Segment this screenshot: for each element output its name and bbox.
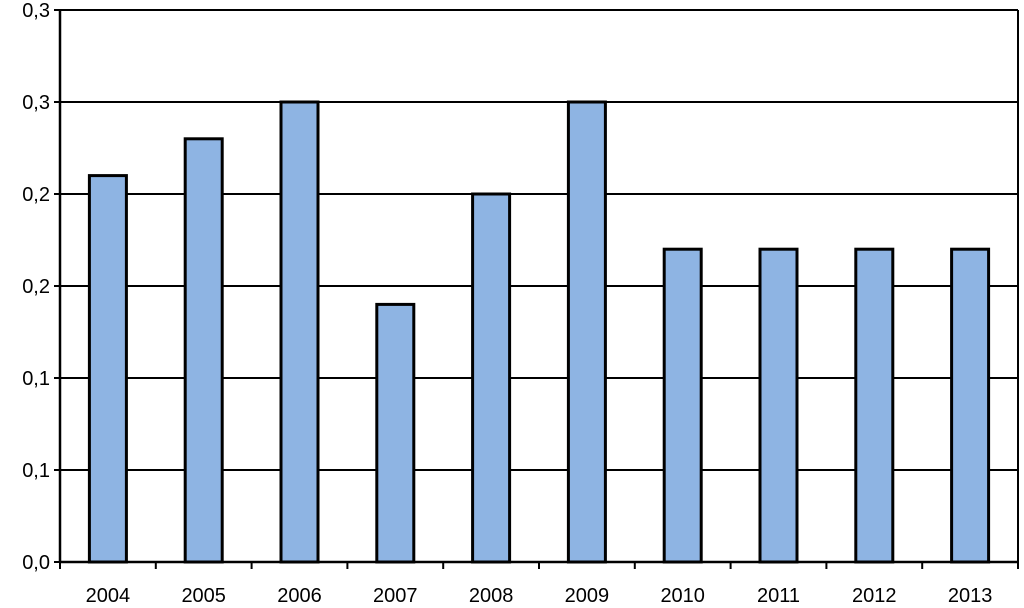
bar-2006 <box>279 100 320 564</box>
axes <box>54 9 1019 569</box>
x-tick-label: 2007 <box>373 585 418 607</box>
bar-2004 <box>87 174 128 564</box>
bar-2013 <box>950 247 991 564</box>
x-tick-label: 2010 <box>660 585 705 607</box>
y-tick-label: 0,1 <box>22 368 50 390</box>
x-tick-label: 2008 <box>469 585 514 607</box>
y-tick-label: 0,3 <box>22 0 50 22</box>
x-tick-labels: 2004 2005 2006 2007 2008 2009 2010 2011 2012 2013 <box>86 585 993 607</box>
bars <box>87 100 991 564</box>
bar-2011 <box>758 247 799 564</box>
y-tick-label: 0,3 <box>22 92 50 114</box>
x-tick-label: 2009 <box>565 585 610 607</box>
x-tick-label: 2006 <box>277 585 322 607</box>
x-tick-label: 2011 <box>757 585 800 607</box>
bar-2007 <box>375 302 416 564</box>
y-tick-label: 0,0 <box>22 552 50 574</box>
x-tick-label: 2005 <box>181 585 226 607</box>
x-tick-label: 2012 <box>852 585 897 607</box>
y-tick-label: 0,1 <box>22 460 50 482</box>
x-tick-label: 2004 <box>86 585 131 607</box>
y-tick-labels: 0,0 0,1 0,1 0,2 0,2 0,3 0,3 <box>22 0 50 574</box>
bar-2008 <box>471 192 512 564</box>
x-tick-label: 2013 <box>948 585 993 607</box>
bar-2005 <box>183 137 224 564</box>
bar-2010 <box>662 247 703 564</box>
y-tick-label: 0,2 <box>22 276 50 298</box>
bar-2012 <box>854 247 895 564</box>
y-tick-label: 0,2 <box>22 184 50 206</box>
bar-2009 <box>566 100 607 564</box>
